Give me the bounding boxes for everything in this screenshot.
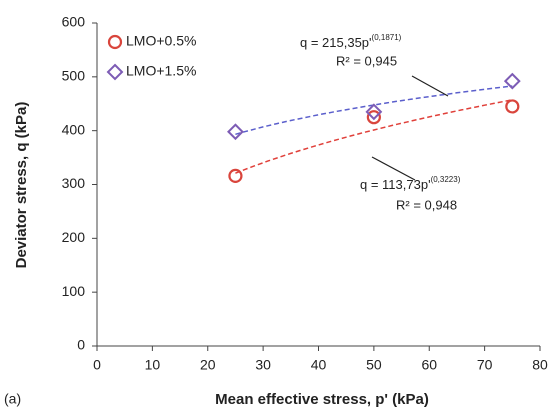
y-tick-label: 400 — [62, 121, 86, 137]
x-tick-label: 50 — [366, 357, 382, 373]
equation-text: q = 215,35p' — [300, 35, 372, 50]
fit-r2: R² = 0,945 — [336, 53, 397, 68]
y-tick-label: 200 — [62, 229, 86, 245]
legend-label: LMO+0.5% — [126, 33, 196, 49]
x-tick-label: 30 — [255, 357, 271, 373]
x-tick-label: 70 — [477, 357, 493, 373]
fit-r2: R² = 0,948 — [396, 197, 457, 212]
y-axis-title: Deviator stress, q (kPa) — [13, 102, 30, 269]
marker-diamond — [106, 63, 124, 81]
equation-exponent: (0,1871) — [372, 33, 402, 42]
fit-equation: q = 215,35p'(0,1871) — [300, 33, 402, 50]
equation-text: q = 113,73p' — [360, 177, 431, 192]
leader-line — [371, 156, 416, 181]
marker-circle — [107, 34, 123, 50]
x-axis-title: Mean effective stress, p' (kPa) — [215, 391, 429, 408]
y-tick-label: 0 — [77, 337, 85, 353]
y-tick-label: 500 — [62, 68, 86, 84]
marker-diamond — [227, 123, 244, 141]
fit-equation: q = 113,73p'(0,3223) — [360, 175, 461, 192]
x-tick-label: 20 — [200, 357, 216, 373]
marker-diamond — [365, 103, 383, 121]
x-tick-label: 40 — [311, 357, 327, 373]
marker-circle — [228, 168, 243, 183]
y-tick-label: 300 — [62, 175, 86, 191]
x-tick-label: 10 — [145, 357, 161, 373]
equation-exponent: (0,3223) — [431, 175, 461, 184]
leader-line — [411, 75, 449, 97]
y-tick-label: 100 — [62, 283, 86, 299]
fit-curve — [235, 85, 513, 136]
fit-curve — [235, 99, 513, 174]
x-tick-label: 80 — [532, 357, 548, 373]
marker-circle — [366, 110, 381, 125]
x-tick-label: 60 — [421, 357, 437, 373]
marker-diamond — [503, 72, 521, 90]
marker-circle — [505, 99, 520, 114]
y-tick-label: 600 — [62, 14, 86, 30]
panel-label: (a) — [4, 391, 21, 407]
x-tick-label: 0 — [93, 357, 101, 373]
legend-label: LMO+1.5% — [126, 63, 196, 79]
